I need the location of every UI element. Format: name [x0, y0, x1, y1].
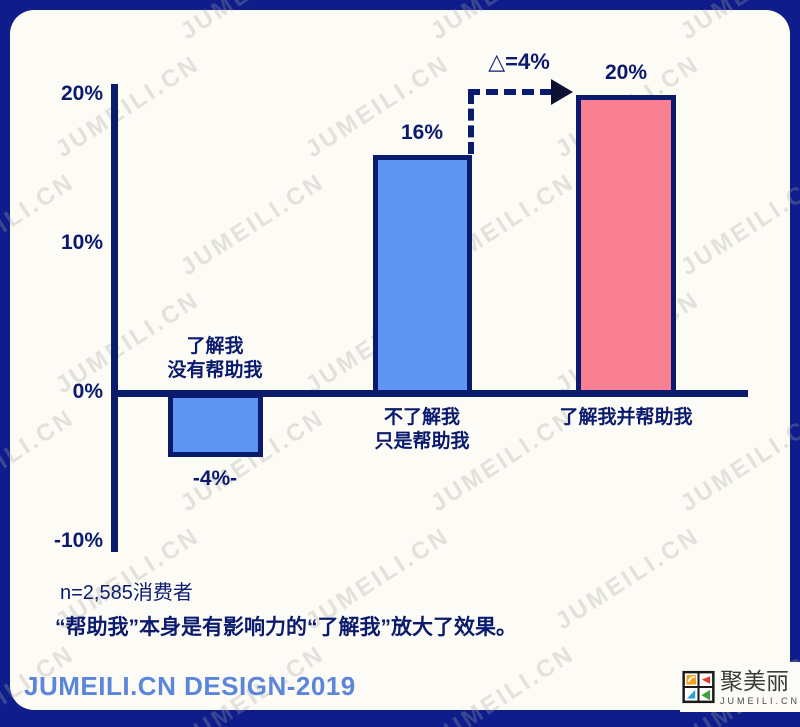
bar-value-label: 20%: [604, 61, 648, 84]
bar-category-label-line: 没有帮助我: [167, 360, 263, 381]
bar-category-label-line: 不了解我: [383, 407, 460, 428]
annotation-delta-label: △=4%: [488, 49, 550, 74]
logo-text: 聚美丽 JUMEILI.CN: [720, 668, 800, 706]
bar-category-label: 不了解我 只是帮助我: [312, 406, 532, 454]
brand-logo: 聚美丽 JUMEILI.CN: [680, 662, 800, 712]
bar-value-label: 16%: [400, 120, 444, 144]
y-tick-label: 20%: [60, 82, 103, 105]
bar-category-label-line: 了解我: [186, 336, 244, 357]
zero-baseline: [111, 390, 748, 397]
y-tick-label: -10%: [53, 529, 103, 552]
bar-category-label: 了解我并帮助我: [516, 406, 736, 430]
bar-2: [576, 95, 676, 397]
bar-category-label-line: 只是帮助我: [374, 431, 470, 452]
logo-name: 聚美丽: [719, 668, 789, 694]
sample-size-note: n=2,585消费者: [60, 582, 193, 604]
bar-value-label: -4%-: [192, 466, 238, 490]
bar-1: [372, 154, 472, 397]
y-tick-label: 0%: [72, 380, 103, 403]
annotation-dashed-line-vertical: [468, 92, 474, 154]
y-tick-label: 10%: [60, 231, 103, 254]
bar-0: [167, 393, 263, 457]
annotation-dashed-line-horizontal: [468, 89, 552, 95]
logo-domain: JUMEILI.CN: [719, 696, 800, 706]
y-axis-line: [111, 84, 118, 552]
bar-category-label: 了解我 没有帮助我: [105, 335, 325, 383]
logo-grid-icon: [682, 670, 715, 704]
insight-text: “帮助我”本身是有影响力的“了解我”放大了效果。: [55, 616, 517, 639]
annotation-arrow-icon: [551, 79, 573, 105]
footer-credit: JUMEILI.CN DESIGN-2019: [24, 671, 356, 701]
bar-category-label-line: 了解我并帮助我: [559, 407, 693, 428]
